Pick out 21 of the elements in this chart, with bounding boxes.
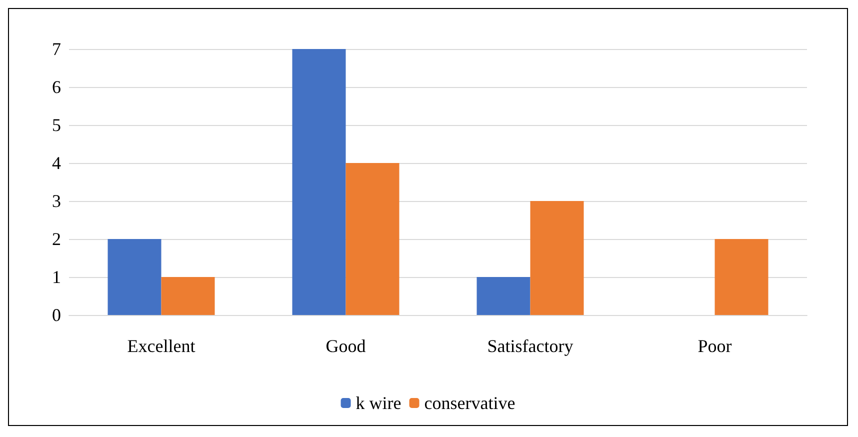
y-tick-label: 7 xyxy=(52,39,61,59)
y-tick-label: 5 xyxy=(52,115,61,135)
y-tick-label: 4 xyxy=(52,153,61,173)
bar xyxy=(108,239,162,315)
bar xyxy=(714,239,768,315)
y-tick-label: 0 xyxy=(52,305,61,325)
x-tick-label: Poor xyxy=(698,336,732,356)
y-tick-label: 6 xyxy=(52,77,61,97)
x-tick-label: Good xyxy=(326,336,366,356)
x-tick-label: Excellent xyxy=(127,336,196,356)
y-tick-label: 2 xyxy=(52,229,61,249)
bar xyxy=(161,277,215,315)
x-tick-label: Satisfactory xyxy=(487,336,574,356)
legend-label: k wire xyxy=(356,393,402,413)
legend-label: conservative xyxy=(424,393,516,413)
y-tick-label: 3 xyxy=(52,191,61,211)
bar xyxy=(292,49,346,315)
bar xyxy=(530,201,584,315)
bar xyxy=(346,163,400,315)
y-tick-label: 1 xyxy=(52,267,61,287)
bar xyxy=(476,277,530,315)
